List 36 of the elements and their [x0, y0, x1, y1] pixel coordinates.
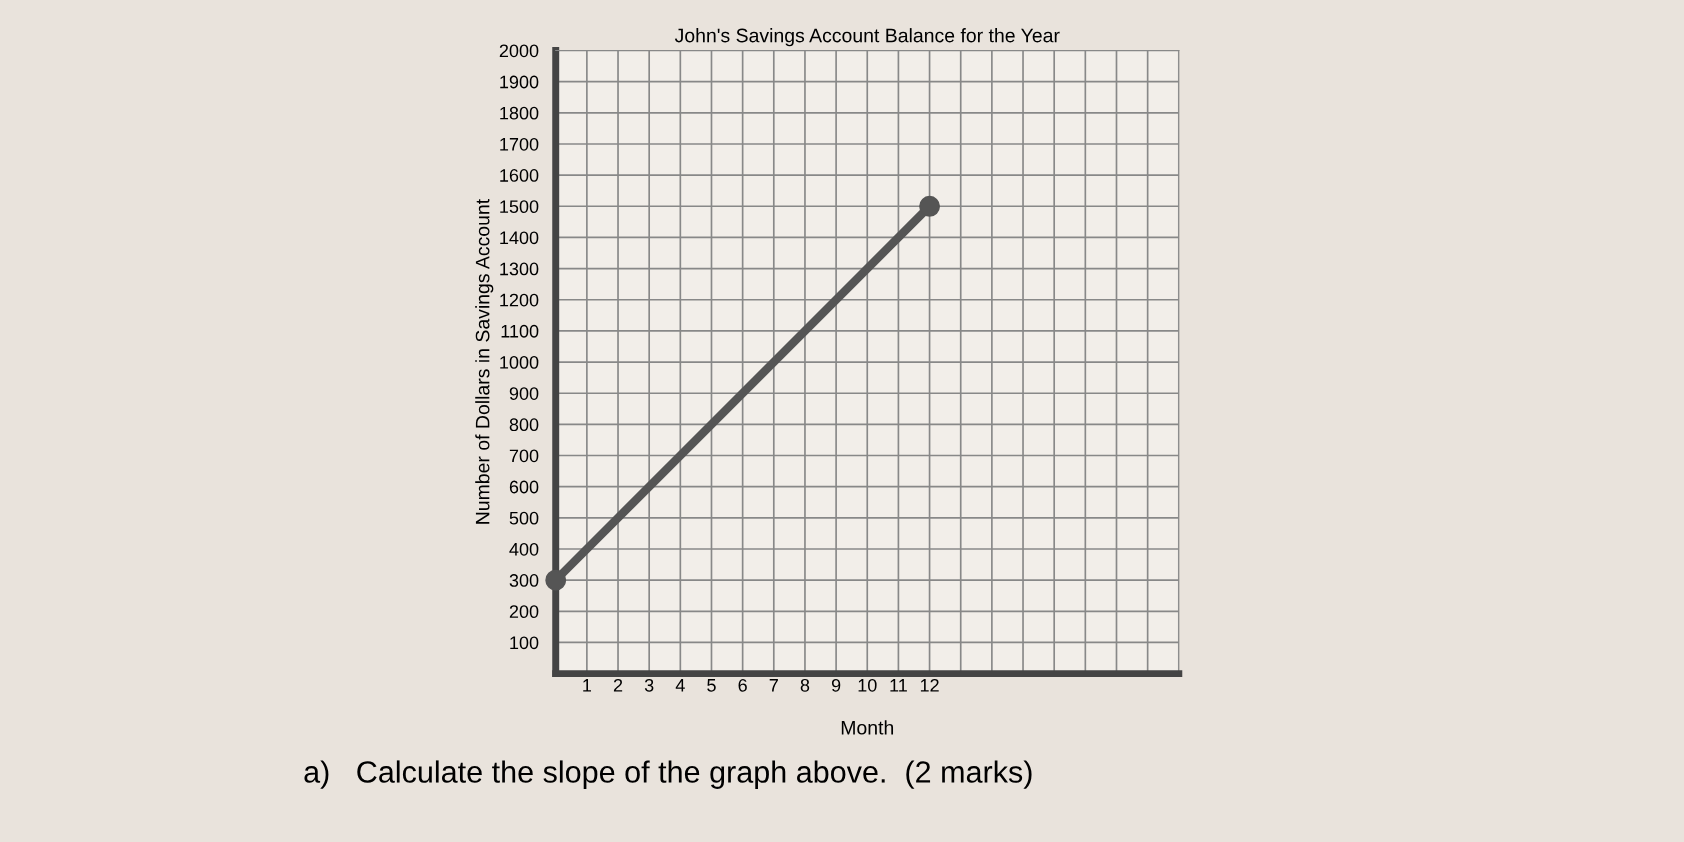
y-tick-label: 900 [509, 387, 539, 400]
x-axis-title: Month [841, 720, 894, 735]
y-tick-label: 1200 [500, 293, 539, 307]
x-tick-label: 4 [675, 679, 685, 692]
x-tick-label: 6 [738, 678, 747, 692]
y-tick-label: 1900 [500, 75, 539, 89]
x-tick-label: 8 [800, 678, 810, 692]
y-tick-label: 400 [509, 542, 539, 556]
y-tick-label: 1400 [500, 231, 539, 245]
y-axis-title: Number of Dollars in Savings Account [475, 199, 494, 524]
x-tick-label: 11 [890, 679, 907, 692]
x-tick-label: 10 [858, 678, 877, 692]
y-tick-label: 1000 [500, 355, 539, 369]
chart-title: John's Savings Account Balance for the Year [674, 28, 1060, 47]
x-tick-label: 2 [613, 678, 623, 692]
text: a) Calculate the slope of the graph above. (2 marks) [304, 760, 1032, 789]
x-tick-label: 3 [644, 678, 654, 692]
x-tick-label: 7 [769, 679, 778, 692]
y-tick-label: 1700 [500, 137, 539, 151]
y-tick-label: 1500 [500, 200, 539, 214]
y-tick-label: 300 [509, 574, 539, 587]
y-tick-label: 1600 [500, 169, 539, 182]
y-tick-label: 1100 [501, 324, 539, 338]
y-tick-label: 100 [510, 636, 539, 650]
y-tick-label: 800 [509, 418, 539, 432]
x-tick-label: 12 [920, 678, 939, 692]
y-tick-label: 1300 [500, 262, 539, 276]
y-tick-label: 500 [509, 511, 539, 525]
y-tick-label: 600 [509, 480, 539, 494]
x-tick-label: 9 [831, 678, 841, 692]
x-tick-label: 1 [583, 679, 592, 692]
y-tick-label: 700 [509, 449, 539, 463]
y-tick-label: 200 [509, 605, 539, 619]
y-tick-label: 1800 [500, 106, 539, 120]
y-tick-label: 2000 [499, 44, 539, 58]
x-tick-label: 5 [707, 679, 716, 692]
